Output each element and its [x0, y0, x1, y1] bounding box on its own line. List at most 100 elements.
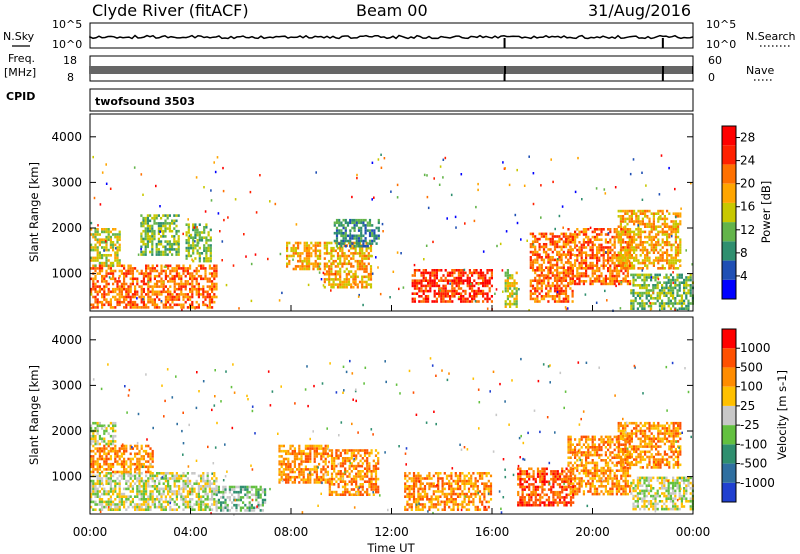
data-cell: [193, 508, 196, 511]
data-cell: [114, 235, 117, 239]
sparse-cell: [562, 226, 564, 229]
data-cell: [357, 234, 361, 238]
data-cell: [636, 302, 639, 305]
data-cell: [593, 256, 596, 260]
data-cell: [553, 276, 557, 280]
data-cell: [624, 212, 627, 215]
data-cell: [509, 287, 512, 290]
data-cell: [198, 259, 201, 263]
data-cell: [641, 220, 644, 223]
data-cell: [473, 269, 476, 272]
data-cell: [116, 303, 119, 307]
data-cell: [96, 230, 99, 234]
data-cell: [205, 223, 208, 226]
data-cell: [167, 485, 170, 488]
data-cell: [282, 470, 285, 474]
data-cell: [204, 487, 207, 491]
data-cell: [685, 304, 688, 308]
data-cell: [630, 256, 633, 260]
data-cell: [153, 232, 156, 236]
data-cell: [314, 244, 317, 247]
sparse-cell: [349, 232, 352, 235]
data-cell: [178, 293, 181, 296]
data-cell: [558, 256, 561, 259]
sparse-cell: [181, 308, 183, 312]
data-cell: [582, 272, 585, 275]
sparse-cell: [657, 277, 660, 281]
data-cell: [413, 300, 416, 303]
data-cell: [644, 212, 647, 215]
data-cell: [375, 226, 378, 230]
data-cell: [280, 475, 283, 479]
data-cell: [98, 243, 101, 247]
data-cell: [634, 299, 637, 303]
data-cell: [164, 222, 167, 225]
data-cell: [661, 307, 664, 310]
data-cell: [134, 477, 137, 480]
data-cell: [473, 292, 476, 295]
data-cell: [613, 246, 616, 249]
data-cell: [338, 224, 341, 227]
data-cell: [153, 487, 156, 491]
data-cell: [325, 249, 329, 253]
data-cell: [114, 277, 117, 281]
data-cell: [424, 279, 427, 282]
data-cell: [127, 474, 130, 478]
data-cell: [200, 505, 203, 509]
data-cell: [591, 264, 594, 267]
nsky-trace: [89, 34, 694, 48]
data-cell: [140, 444, 143, 448]
data-cell: [600, 264, 603, 267]
data-cell: [120, 470, 123, 474]
data-cell: [460, 292, 463, 295]
data-cell: [571, 233, 574, 236]
data-cell: [657, 243, 660, 247]
sparse-cell: [351, 195, 353, 199]
data-cell: [330, 257, 333, 260]
data-cell: [125, 293, 128, 296]
data-cell: [471, 289, 474, 293]
data-cell: [602, 254, 605, 257]
data-cell: [211, 306, 214, 309]
data-cell: [116, 449, 119, 453]
data-cell: [142, 503, 145, 506]
data-cell: [617, 251, 620, 254]
data-cell: [178, 277, 181, 281]
data-cell: [173, 474, 176, 478]
sparse-cell: [243, 233, 245, 236]
data-cell: [103, 457, 106, 461]
data-cell: [294, 241, 297, 245]
data-cell: [361, 252, 364, 255]
data-cell: [600, 246, 603, 249]
data-cell: [632, 273, 635, 277]
data-cell: [538, 266, 541, 269]
data-cell: [205, 246, 208, 250]
data-cell: [462, 271, 465, 275]
data-cell: [118, 230, 121, 234]
data-cell: [197, 492, 200, 496]
sparse-cell: [217, 212, 220, 215]
data-cell: [624, 230, 627, 234]
data-cell: [90, 424, 93, 428]
data-cell: [471, 271, 474, 275]
data-cell: [131, 474, 134, 478]
data-cell: [149, 272, 152, 275]
data-cell: [369, 272, 373, 276]
data-cell: [296, 455, 299, 458]
data-cell: [534, 258, 537, 262]
sparse-cell: [193, 226, 195, 229]
data-cell: [330, 246, 333, 250]
data-cell: [440, 297, 443, 301]
data-cell: [285, 468, 288, 471]
data-cell: [208, 490, 211, 493]
data-cell: [602, 251, 605, 254]
data-cell: [674, 267, 677, 270]
data-cell: [659, 217, 662, 221]
data-cell: [167, 287, 170, 291]
data-cell: [153, 222, 156, 225]
sparse-cell: [464, 222, 466, 225]
data-cell: [169, 498, 172, 501]
data-cell: [171, 295, 174, 299]
data-cell: [127, 264, 130, 268]
data-cell: [177, 235, 180, 238]
